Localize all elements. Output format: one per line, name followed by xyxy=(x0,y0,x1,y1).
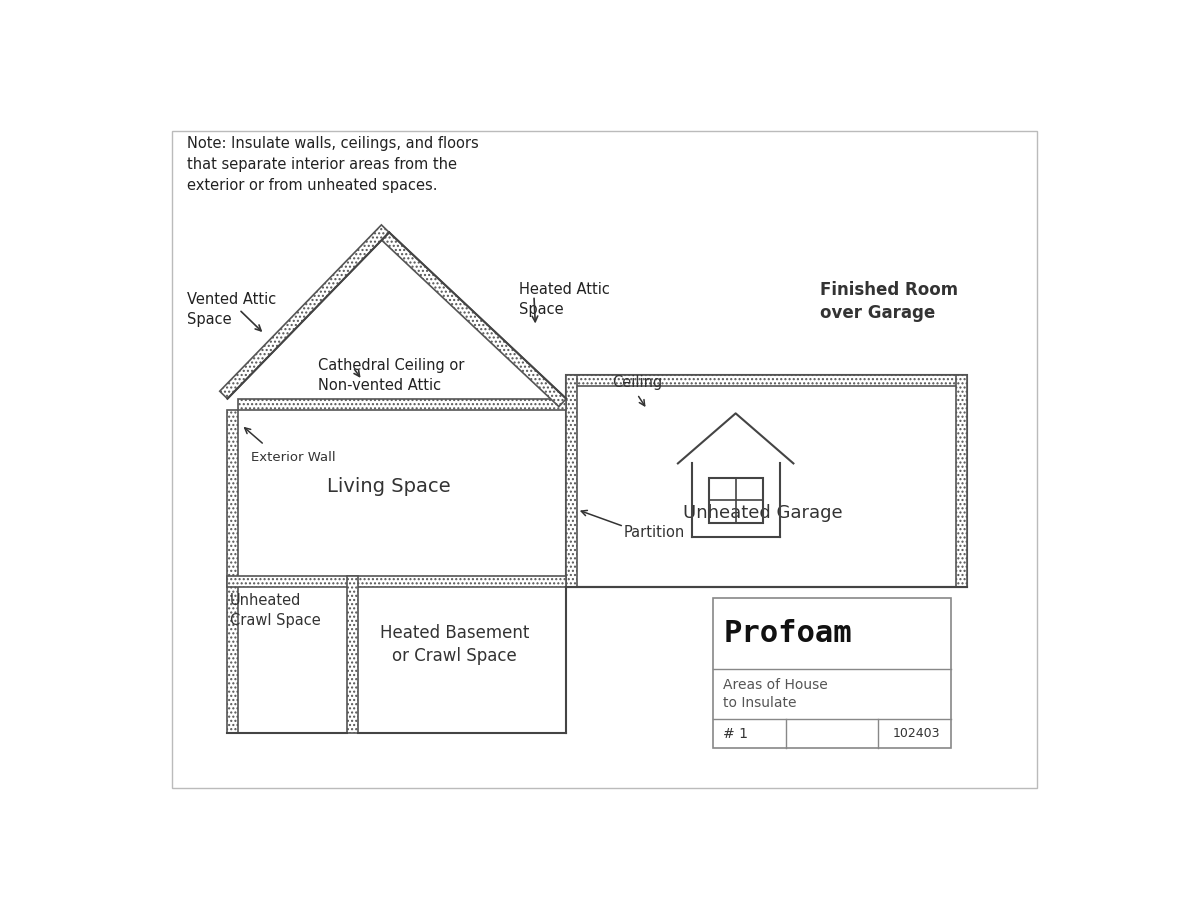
Text: Unheated
Crawl Space: Unheated Crawl Space xyxy=(230,592,321,628)
Text: Exterior Wall: Exterior Wall xyxy=(250,451,335,464)
Bar xyxy=(713,598,951,748)
Text: Heated Basement
or Crawl Space: Heated Basement or Crawl Space xyxy=(380,623,530,665)
Polygon shape xyxy=(238,399,566,410)
Text: Areas of House
to Insulate: Areas of House to Insulate xyxy=(723,678,828,710)
Text: Note: Insulate walls, ceilings, and floors
that separate interior areas from the: Note: Insulate walls, ceilings, and floo… xyxy=(188,136,479,193)
Polygon shape xyxy=(566,375,966,386)
Text: Finished Room
over Garage: Finished Room over Garage xyxy=(820,281,958,322)
Polygon shape xyxy=(956,375,966,587)
Text: Living Space: Living Space xyxy=(327,477,451,496)
Text: Cathedral Ceiling or
Non-vented Attic: Cathedral Ceiling or Non-vented Attic xyxy=(319,358,465,393)
Text: 102403: 102403 xyxy=(893,727,940,740)
Polygon shape xyxy=(228,576,566,587)
Text: Unheated Garage: Unheated Garage xyxy=(683,504,843,522)
Bar xyxy=(566,375,966,587)
Text: Partition: Partition xyxy=(624,525,686,541)
Text: Heated Attic
Space: Heated Attic Space xyxy=(518,282,609,318)
Text: Profoam: Profoam xyxy=(723,619,852,648)
Polygon shape xyxy=(347,576,358,733)
Polygon shape xyxy=(566,375,577,587)
Polygon shape xyxy=(228,410,238,733)
Text: Ceiling: Ceiling xyxy=(612,375,663,390)
Polygon shape xyxy=(382,232,566,407)
Text: Vented Attic
Space: Vented Attic Space xyxy=(188,292,276,328)
Polygon shape xyxy=(219,225,389,399)
Bar xyxy=(709,478,762,522)
Text: # 1: # 1 xyxy=(723,727,748,741)
